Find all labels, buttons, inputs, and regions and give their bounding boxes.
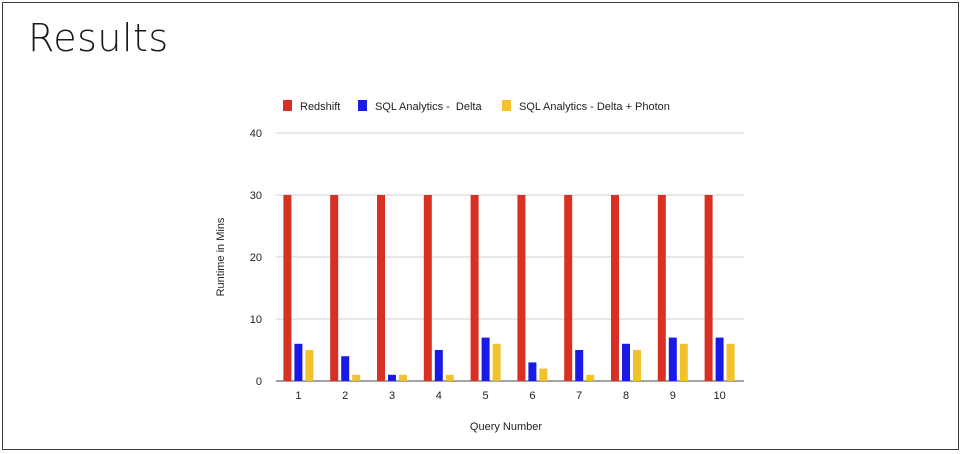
bar-redshift-q6 <box>517 195 526 381</box>
bar-redshift-q9 <box>657 195 666 381</box>
x-tick-label: 7 <box>576 390 582 402</box>
legend-swatch <box>283 100 292 111</box>
y-tick-label: 40 <box>250 128 262 140</box>
legend-label: SQL Analytics - Delta <box>375 101 482 113</box>
x-tick-label: 9 <box>670 390 676 402</box>
bar-sql-analytics-delta-q10 <box>715 337 724 381</box>
bar-sql-analytics-delta-q8 <box>622 343 630 381</box>
legend-swatch <box>358 100 367 111</box>
bar-redshift-q3 <box>377 195 385 381</box>
y-tick-label: 20 <box>250 252 262 264</box>
y-tick-label: 10 <box>250 314 262 326</box>
bar-sql-analytics-delta-photon-q7 <box>586 374 595 381</box>
bar-redshift-q4 <box>423 195 432 381</box>
y-axis-title: Runtime in Mins <box>215 217 227 296</box>
bar-redshift-q8 <box>611 195 619 381</box>
y-tick-label: 0 <box>256 376 262 388</box>
legend-swatch <box>502 100 511 111</box>
chart-legend: Redshift SQL Analytics - Delta SQL Analyti… <box>283 100 670 113</box>
x-tick-label: 1 <box>295 390 301 402</box>
bar-sql-analytics-delta-q3 <box>388 374 396 381</box>
x-axis: 1 2 3 4 5 6 7 8 9 10 <box>295 390 725 402</box>
bar-redshift-q7 <box>564 195 573 381</box>
bar-sql-analytics-delta-photon-q5 <box>492 343 501 381</box>
bar-sql-analytics-delta-photon-q2 <box>352 374 361 381</box>
bar-redshift-q5 <box>470 195 479 381</box>
legend-label: Redshift <box>300 101 340 113</box>
bar-sql-analytics-delta-q6 <box>528 362 537 381</box>
slide-title: Results <box>28 16 169 60</box>
bar-sql-analytics-delta-q9 <box>668 337 677 381</box>
legend-label: SQL Analytics - Delta + Photon <box>519 101 670 113</box>
bar-sql-analytics-delta-q7 <box>575 350 584 381</box>
x-tick-label: 5 <box>483 390 489 402</box>
bar-redshift-q2 <box>330 195 339 381</box>
bar-redshift-q1 <box>283 195 292 381</box>
y-axis: 0 10 20 30 40 <box>250 128 262 388</box>
bar-sql-analytics-delta-photon-q1 <box>305 350 314 381</box>
bar-sql-analytics-delta-photon-q4 <box>445 374 454 381</box>
x-tick-label: 2 <box>342 390 348 402</box>
x-tick-label: 4 <box>436 390 442 402</box>
bar-sql-analytics-delta-q1 <box>294 343 303 381</box>
bar-sql-analytics-delta-photon-q9 <box>679 343 688 381</box>
bar-sql-analytics-delta-q4 <box>434 350 443 381</box>
bar-sql-analytics-delta-photon-q6 <box>539 368 548 381</box>
x-tick-label: 6 <box>529 390 535 402</box>
x-axis-title: Query Number <box>470 421 542 433</box>
chart-bars <box>283 195 735 381</box>
bar-sql-analytics-delta-photon-q10 <box>726 343 735 381</box>
x-tick-label: 3 <box>389 390 395 402</box>
y-tick-label: 30 <box>250 190 262 202</box>
bar-sql-analytics-delta-q2 <box>341 356 350 381</box>
bar-sql-analytics-delta-photon-q8 <box>633 350 641 381</box>
x-tick-label: 8 <box>623 390 629 402</box>
chart-gridlines <box>276 132 744 382</box>
bar-sql-analytics-delta-q5 <box>481 337 490 381</box>
x-tick-label: 10 <box>713 390 725 402</box>
bar-redshift-q10 <box>704 195 713 381</box>
bar-sql-analytics-delta-photon-q3 <box>399 374 407 381</box>
